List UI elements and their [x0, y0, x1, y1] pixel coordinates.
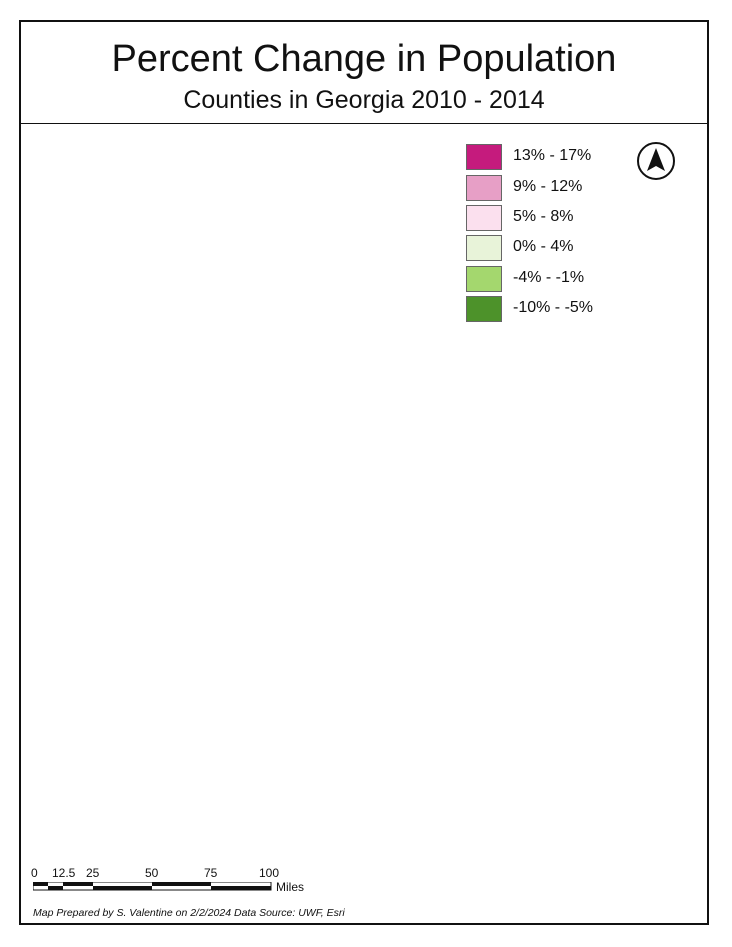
scale-tick-label: 50 [145, 866, 159, 880]
scale-tick-label: 75 [204, 866, 218, 880]
legend-label: 9% - 12% [513, 178, 583, 195]
map-subtitle: Counties in Georgia 2010 - 2014 [183, 86, 545, 114]
north-arrow-icon [637, 142, 675, 180]
legend-item: 0% - 4% [466, 235, 626, 261]
scale-tick-label: 100 [259, 866, 280, 880]
legend-item: 9% - 12% [466, 175, 626, 201]
scale-bar-graphic [33, 882, 272, 891]
credit-text: Map Prepared by S. Valentine on 2/2/2024… [33, 907, 345, 919]
scale-tick-label: 0 [31, 866, 38, 880]
scale-tick-label: 25 [86, 866, 100, 880]
legend-item: 13% - 17% [466, 144, 626, 170]
legend-swatch [466, 175, 502, 201]
legend-label: -4% - -1% [513, 269, 585, 286]
legend-label: 5% - 8% [513, 208, 574, 225]
legend-swatch [466, 266, 502, 292]
legend-item: 5% - 8% [466, 205, 626, 231]
legend-item: -4% - -1% [466, 266, 626, 292]
scale-unit: Miles [276, 880, 305, 894]
map-title: Percent Change in Population [111, 38, 617, 80]
scale-tick-label: 12.5 [52, 866, 76, 880]
map-frame: Percent Change in Population Counties in… [19, 20, 709, 925]
legend-swatch [466, 205, 502, 231]
title-box: Percent Change in Population Counties in… [21, 22, 707, 124]
legend-swatch [466, 235, 502, 261]
legend-swatch [466, 144, 502, 170]
legend-swatch [466, 296, 502, 322]
legend-label: 0% - 4% [513, 238, 574, 255]
legend-label: 13% - 17% [513, 147, 592, 164]
legend-item: -10% - -5% [466, 296, 626, 322]
legend-label: -10% - -5% [513, 299, 594, 316]
